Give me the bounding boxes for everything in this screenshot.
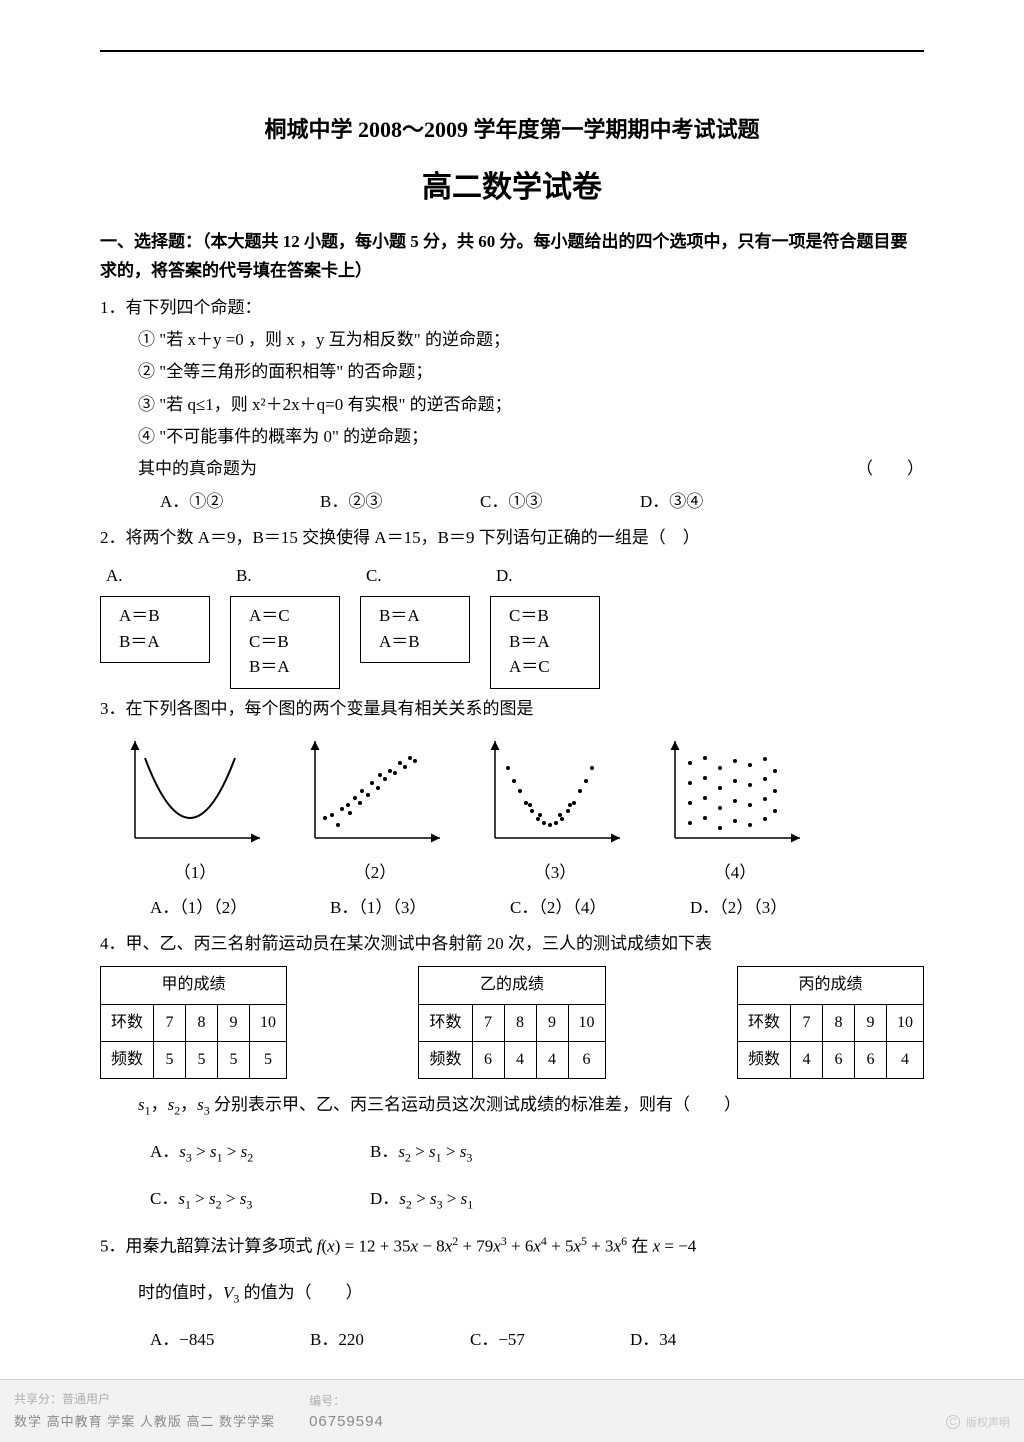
q5-opt-a: A．−845 (150, 1324, 310, 1356)
q1-opt-c: C．①③ (480, 486, 640, 518)
q3-plot3-svg (480, 733, 630, 853)
q1-tail: 其中的真命题为 (138, 453, 257, 485)
q2-label-d: D. (496, 560, 513, 592)
footer-id-title: 编号： (309, 1392, 384, 1409)
q2-col-d: D. C＝B B＝A A＝C (490, 560, 600, 689)
top-rule (100, 50, 924, 52)
q2-boxes-row: A. A＝B B＝A B. A＝C C＝B B＝A C. B＝A A＝B (100, 560, 924, 689)
header-line1: 桐城中学 2008～2009 学年度第一学期期中考试试题 (100, 112, 924, 144)
q3-plot2-svg (300, 733, 450, 853)
q4-opt-a: A．s3 > s1 > s2 (150, 1136, 370, 1169)
q2-col-c: C. B＝A A＝B (360, 560, 470, 663)
footer-bar: 共享分：普通用户 数学 高中教育 学案 人教版 高二 数学学案 编号： 0675… (0, 1379, 1024, 1442)
exam-page: 桐城中学 2008～2009 学年度第一学期期中考试试题 高二数学试卷 一、选择… (0, 0, 1024, 1442)
q4-table-yi: 乙的成绩 环数78910 频数6446 (418, 966, 605, 1079)
q1-item-3: ③ "若 q≤1，则 x²＋2x＋q=0 有实根" 的逆否命题； (138, 389, 924, 421)
q1-opt-a: A．①② (160, 486, 320, 518)
q2-box-c: B＝A A＝B (360, 596, 470, 663)
q3: 3．在下列各图中，每个图的两个变量具有相关关系的图是 （1） (100, 693, 924, 924)
q2: 2．将两个数 A＝9，B＝15 交换使得 A＝15，B＝9 下列语句正确的一组是… (100, 522, 924, 689)
q3-opt-b: B．（1）（3） (330, 892, 510, 924)
q5-opt-b: B．220 (310, 1324, 470, 1356)
footer-id-value: 06759594 (309, 1413, 384, 1430)
q4-table-jia: 甲的成绩 环数78910 频数5555 (100, 966, 287, 1079)
q5-stem-b: 时的值时，V3 的值为（ ） (138, 1277, 924, 1310)
q3-plot1-svg (120, 733, 270, 853)
footer-copyright-text: 版权声明 (966, 1414, 1010, 1430)
q1-stem: 1．有下列四个命题： (100, 292, 924, 324)
q1-options: A．①② B．②③ C．①③ D．③④ (160, 486, 924, 518)
q3-plot-1: （1） (120, 733, 270, 889)
q3-opt-d: D．（2）（3） (690, 892, 870, 924)
q5-opt-c: C．−57 (470, 1324, 630, 1356)
q4-opt-b: B．s2 > s1 > s3 (370, 1136, 590, 1169)
footer-tags: 共享分：普通用户 数学 高中教育 学案 人教版 高二 数学学案 (14, 1390, 275, 1430)
q4-options: A．s3 > s1 > s2 B．s2 > s1 > s3 C．s1 > s2 … (150, 1136, 924, 1216)
q3-stem: 3．在下列各图中，每个图的两个变量具有相关关系的图是 (100, 693, 924, 725)
q5-stem-a: 5．用秦九韶算法计算多项式 f(x) = 12 + 35x − 8x2 + 79… (100, 1230, 924, 1263)
q1-item-1: ① "若 x＋y =0 ，则 x ，y 互为相反数" 的逆命题； (138, 324, 924, 356)
q4-stem: 4．甲、乙、丙三名射箭运动员在某次测试中各射箭 20 次，三人的测试成绩如下表 (100, 928, 924, 960)
q5-opt-d: D．34 (630, 1324, 790, 1356)
q3-options: A．（1）（2） B．（1）（3） C．（2）（4） D．（2）（3） (150, 892, 924, 924)
q2-label-c: C. (366, 560, 382, 592)
q3-plot2-label: （2） (300, 857, 450, 889)
q4: 4．甲、乙、丙三名射箭运动员在某次测试中各射箭 20 次，三人的测试成绩如下表 … (100, 928, 924, 1216)
q3-opt-c: C．（2）（4） (510, 892, 690, 924)
section1-heading: 一、选择题：（本大题共 12 小题，每小题 5 分，共 60 分。每小题给出的四… (100, 228, 924, 286)
header-line2: 高二数学试卷 (100, 162, 924, 206)
q2-label-a: A. (106, 560, 123, 592)
q3-plot-4: （4） (660, 733, 810, 889)
q1-opt-d: D．③④ (640, 486, 800, 518)
q1: 1．有下列四个命题： ① "若 x＋y =0 ，则 x ，y 互为相反数" 的逆… (100, 292, 924, 518)
q1-item-4: ④ "不可能事件的概率为 0" 的逆命题； (138, 421, 924, 453)
q2-box-d: C＝B B＝A A＝C (490, 596, 600, 689)
q3-plot4-label: （4） (660, 857, 810, 889)
q1-opt-b: B．②③ (320, 486, 480, 518)
q3-plot-2: （2） (300, 733, 450, 889)
q3-plot-3: （3） (480, 733, 630, 889)
q3-plot1-label: （1） (120, 857, 270, 889)
q1-item-2: ② "全等三角形的面积相等" 的否命题； (138, 356, 924, 388)
q2-label-b: B. (236, 560, 252, 592)
q5-options: A．−845 B．220 C．−57 D．34 (150, 1324, 924, 1356)
q2-col-a: A. A＝B B＝A (100, 560, 210, 663)
footer-id: 编号： 06759594 (309, 1392, 384, 1430)
q4-opt-c: C．s1 > s2 > s3 (150, 1183, 370, 1216)
q4-table-bing: 丙的成绩 环数78910 频数4664 (737, 966, 924, 1079)
q3-plots: （1） （2） （3） (120, 733, 924, 889)
q2-box-a: A＝B B＝A (100, 596, 210, 663)
q3-opt-a: A．（1）（2） (150, 892, 330, 924)
q4-tables: 甲的成绩 环数78910 频数5555 乙的成绩 环数78910 频数6446 … (100, 966, 924, 1079)
q1-paren: （ ） (856, 453, 924, 485)
q2-stem: 2．将两个数 A＝9，B＝15 交换使得 A＝15，B＝9 下列语句正确的一组是… (100, 522, 924, 554)
q3-plot4-svg (660, 733, 810, 853)
q5: 5．用秦九韶算法计算多项式 f(x) = 12 + 35x − 8x2 + 79… (100, 1230, 924, 1356)
copyright-icon: C (946, 1415, 960, 1429)
q3-plot3-label: （3） (480, 857, 630, 889)
q4-opt-d: D．s2 > s3 > s1 (370, 1183, 590, 1216)
footer-tags-list: 数学 高中教育 学案 人教版 高二 数学学案 (14, 1411, 275, 1430)
q2-col-b: B. A＝C C＝B B＝A (230, 560, 340, 689)
footer-tags-title: 共享分：普通用户 (14, 1390, 275, 1407)
q4-line2: s1，s2，s3 分别表示甲、乙、丙三名运动员这次测试成绩的标准差，则有（ ） (138, 1089, 924, 1122)
q2-box-b: A＝C C＝B B＝A (230, 596, 340, 689)
footer-copyright: C 版权声明 (946, 1414, 1010, 1430)
